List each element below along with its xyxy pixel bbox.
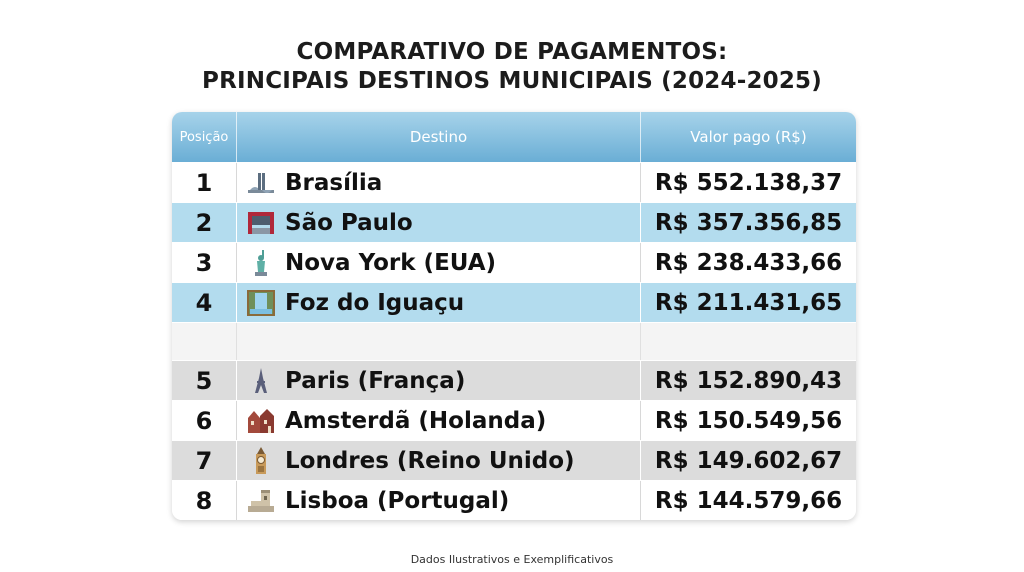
row-value: R$ 357.356,85 — [654, 209, 843, 236]
row-destination: Londres (Reino Unido) — [237, 441, 641, 480]
header-position: Posição — [172, 112, 237, 162]
row-value: R$ 152.890,43 — [654, 367, 843, 394]
row-value: R$ 149.602,67 — [654, 447, 843, 474]
destination-name: Londres (Reino Unido) — [285, 447, 575, 474]
row-destination: Foz do Iguaçu — [237, 283, 641, 322]
row-position: 2 — [172, 203, 237, 242]
row-destination: Lisboa (Portugal) — [237, 481, 641, 520]
row-value: R$ 144.579,66 — [654, 487, 843, 514]
table-row: 5 Paris (França) R$ 152.890,43 — [172, 360, 856, 400]
destination-name: Brasília — [285, 169, 383, 196]
row-position: 4 — [172, 283, 237, 322]
row-value: R$ 552.138,37 — [654, 169, 843, 196]
header-destination: Destino — [237, 112, 641, 162]
table-row: 7 Londres (Reino Unido) R$ 149.602,67 — [172, 440, 856, 480]
table-row: 6 Amsterdã (Holanda) R$ 150.549,56 — [172, 400, 856, 440]
title-line-1: COMPARATIVO DE PAGAMENTOS: — [296, 39, 728, 65]
row-destination: Amsterdã (Holanda) — [237, 401, 641, 440]
table-row: 4 Foz do Iguaçu R$ 211.431,65 — [172, 282, 856, 322]
destination-name: Paris (França) — [285, 367, 466, 394]
header-value: Valor pago (R$) — [690, 128, 807, 146]
row-position: 3 — [172, 243, 237, 282]
destination-name: São Paulo — [285, 209, 413, 236]
big-ben-icon — [245, 446, 277, 476]
row-position: 8 — [172, 481, 237, 520]
destination-name: Foz do Iguaçu — [285, 289, 465, 316]
canal-houses-icon — [245, 406, 277, 436]
row-destination: Paris (França) — [237, 361, 641, 400]
row-destination: Brasília — [237, 163, 641, 202]
footer-note: Dados Ilustrativos e Exemplificativos — [410, 553, 614, 566]
table-row: 3 Nova York (EUA) R$ 238.433,66 — [172, 242, 856, 282]
title-line-2: PRINCIPAIS DESTINOS MUNICIPAIS (2024-202… — [202, 68, 822, 94]
row-value: R$ 238.433,66 — [654, 249, 843, 276]
row-position: 1 — [172, 163, 237, 202]
row-position: 7 — [172, 441, 237, 480]
masp-icon — [245, 208, 277, 238]
eiffel-tower-icon — [245, 366, 277, 396]
row-value: R$ 150.549,56 — [654, 407, 843, 434]
waterfall-icon — [245, 288, 277, 318]
payments-table: Posição Destino Valor pago (R$) 1 Brasíl… — [172, 112, 856, 520]
destination-name: Lisboa (Portugal) — [285, 487, 510, 514]
destination-name: Nova York (EUA) — [285, 249, 497, 276]
row-destination: São Paulo — [237, 203, 641, 242]
row-position: 6 — [172, 401, 237, 440]
table-row: 8 Lisboa (Portugal) R$ 144.579,66 — [172, 480, 856, 520]
row-position: 5 — [172, 361, 237, 400]
row-destination: Nova York (EUA) — [237, 243, 641, 282]
table-row: 1 Brasília R$ 552.138,37 — [172, 162, 856, 202]
page-title: COMPARATIVO DE PAGAMENTOS: PRINCIPAIS DE… — [0, 38, 1024, 96]
table-header: Posição Destino Valor pago (R$) — [172, 112, 856, 162]
row-value: R$ 211.431,65 — [654, 289, 843, 316]
destination-name: Amsterdã (Holanda) — [285, 407, 547, 434]
congress-icon — [245, 168, 277, 198]
belem-tower-icon — [245, 486, 277, 516]
table-row: 2 São Paulo R$ 357.356,85 — [172, 202, 856, 242]
empty-row — [172, 322, 856, 360]
statue-of-liberty-icon — [245, 248, 277, 278]
